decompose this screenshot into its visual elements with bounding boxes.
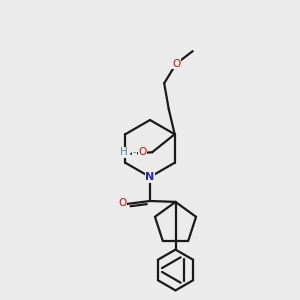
Text: O: O <box>118 198 126 208</box>
Text: N: N <box>146 172 154 182</box>
Text: O: O <box>139 147 147 157</box>
Text: O: O <box>172 59 180 69</box>
Text: -: - <box>133 147 137 157</box>
Text: H: H <box>120 147 128 157</box>
